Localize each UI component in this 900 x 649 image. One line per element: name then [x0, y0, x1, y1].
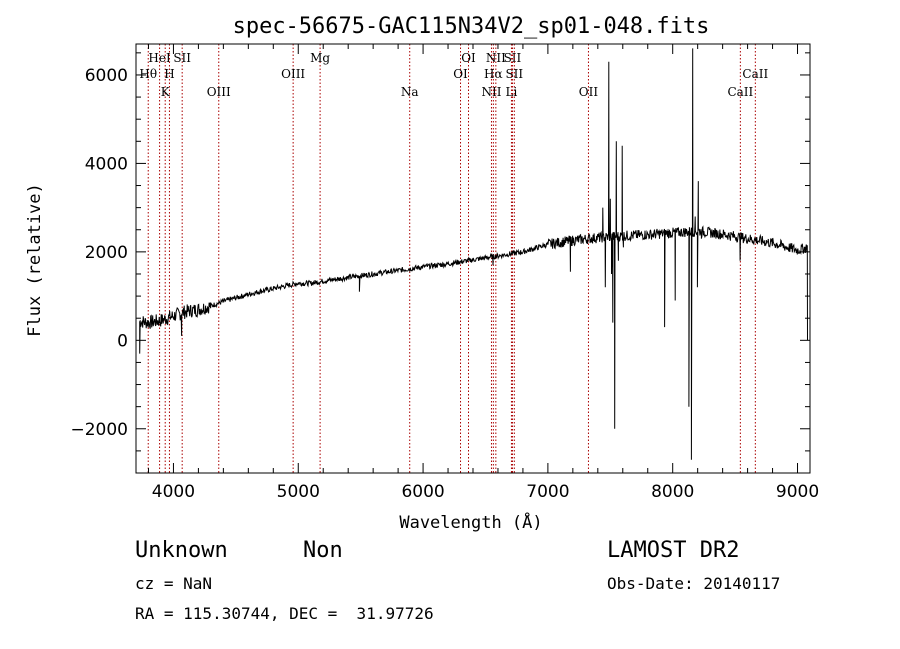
line-label: SII	[505, 67, 523, 81]
x-tick-label: 8000	[651, 482, 694, 502]
chart-title: spec-56675-GAC115N34V2_sp01-048.fits	[233, 14, 710, 39]
line-label: Hθ	[139, 67, 157, 81]
emission-line-markers: HθHeIKHSIIOIIIOIIIMgNaOIOINIINIIHαSIISII…	[139, 44, 768, 473]
y-tick-label: 4000	[85, 154, 128, 174]
line-label: Li	[506, 85, 518, 99]
line-label: OI	[461, 51, 476, 65]
line-label: Na	[401, 85, 419, 99]
x-tick-label: 5000	[277, 482, 320, 502]
line-label: NII	[486, 51, 506, 65]
y-tick-label: 0	[117, 331, 128, 351]
line-label: SII	[504, 51, 522, 65]
line-label: Mg	[310, 51, 330, 65]
line-label: OII	[579, 85, 599, 99]
x-axis: 4000 5000 6000 7000 8000 9000	[147, 44, 819, 502]
x-tick-label: 9000	[776, 482, 819, 502]
line-label: NII	[481, 85, 501, 99]
line-label: CaII	[742, 67, 768, 81]
y-axis: −2000 0 2000 4000 6000	[70, 52, 810, 452]
line-label: OIII	[207, 85, 231, 99]
line-label: OI	[453, 67, 468, 81]
y-tick-label: −2000	[70, 420, 128, 440]
redshift-cz: cz = NaN	[135, 574, 213, 593]
line-label: OIII	[281, 67, 305, 81]
line-label: H	[164, 67, 174, 81]
x-axis-label: Wavelength (Å)	[399, 511, 542, 533]
x-tick-label: 4000	[152, 482, 195, 502]
survey-name: LAMOST DR2	[607, 538, 740, 563]
x-tick-label: 7000	[526, 482, 569, 502]
y-axis-label: Flux (relative)	[25, 183, 45, 337]
obs-date: Obs-Date: 20140117	[607, 574, 781, 593]
line-label: CaII	[727, 85, 753, 99]
coordinates: RA = 115.30744, DEC = 31.97726	[135, 604, 434, 623]
line-label: Hα	[484, 67, 503, 81]
y-tick-label: 2000	[85, 243, 128, 263]
spectrum-series	[139, 48, 808, 460]
line-label: SII	[173, 51, 191, 65]
object-class: Unknown	[135, 538, 228, 563]
x-tick-label: 6000	[401, 482, 444, 502]
line-label: K	[161, 85, 171, 99]
object-subclass: Non	[303, 538, 343, 563]
y-tick-label: 6000	[85, 66, 128, 86]
line-label: HeI	[148, 51, 171, 65]
spectrum-line	[139, 48, 808, 460]
